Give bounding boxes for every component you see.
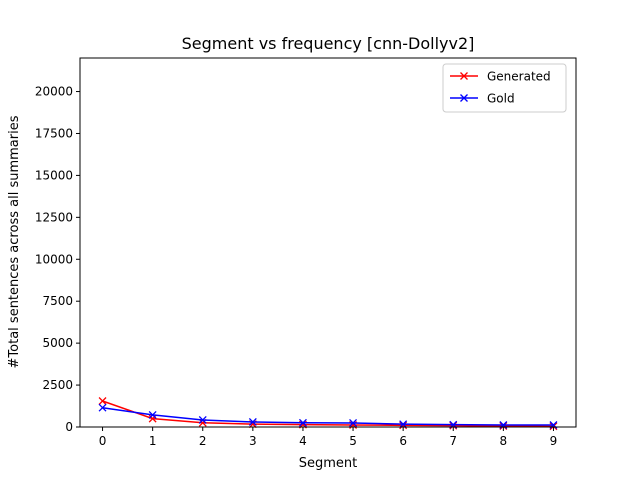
y-axis-ticks: 0 2500 5000 7500 10000 12500 15000 17500 20000 bbox=[35, 85, 80, 434]
y-tick-label: 2500 bbox=[42, 378, 73, 392]
chart-title: Segment vs frequency [cnn-Dollyv2] bbox=[182, 34, 475, 53]
y-tick-label: 17500 bbox=[35, 126, 73, 140]
legend: Generated Gold bbox=[442, 63, 567, 113]
y-axis-label: #Total sentences across all summaries bbox=[7, 115, 22, 368]
x-axis-label: Segment bbox=[299, 456, 358, 471]
data-point bbox=[399, 421, 408, 430]
data-point bbox=[98, 403, 107, 412]
data-point bbox=[148, 414, 157, 423]
series-line bbox=[102, 406, 554, 426]
legend-item-gold: Gold bbox=[450, 92, 515, 106]
x-tick-label: 6 bbox=[399, 434, 407, 448]
x-tick-label: 9 bbox=[550, 434, 558, 448]
data-point bbox=[98, 397, 107, 405]
x-tick-label: 8 bbox=[500, 434, 508, 448]
y-tick-label: 10000 bbox=[35, 252, 73, 266]
data-point bbox=[399, 420, 408, 429]
y-tick-label: 5000 bbox=[42, 336, 73, 350]
data-point bbox=[198, 415, 207, 424]
data-point bbox=[248, 418, 257, 426]
legend-label: Generated bbox=[487, 70, 551, 84]
y-tick-label: 12500 bbox=[35, 210, 73, 224]
data-point bbox=[549, 422, 558, 431]
data-point bbox=[298, 418, 307, 427]
data-point bbox=[449, 421, 458, 430]
x-tick-label: 4 bbox=[299, 434, 307, 448]
x-tick-label: 5 bbox=[349, 434, 357, 448]
x-tick-label: 0 bbox=[99, 434, 107, 448]
data-point bbox=[349, 419, 358, 427]
y-tick-label: 15000 bbox=[35, 168, 73, 182]
data-point bbox=[499, 422, 508, 430]
x-tick-label: 3 bbox=[249, 434, 257, 448]
legend-label: Gold bbox=[487, 92, 515, 106]
legend-item-generated: Generated bbox=[450, 70, 551, 84]
plot-frame bbox=[79, 57, 577, 428]
x-tick-label: 2 bbox=[199, 434, 207, 448]
x-axis-ticks: 0 1 2 3 4 5 6 7 8 9 bbox=[99, 427, 558, 448]
y-tick-label: 20000 bbox=[35, 85, 73, 99]
x-tick-label: 7 bbox=[449, 434, 457, 448]
y-tick-label: 0 bbox=[65, 420, 73, 434]
data-point bbox=[148, 410, 157, 419]
series-gold bbox=[98, 403, 558, 429]
plot-area bbox=[98, 397, 558, 431]
y-tick-label: 7500 bbox=[42, 294, 73, 308]
x-tick-label: 1 bbox=[149, 434, 157, 448]
series-line bbox=[102, 400, 554, 428]
